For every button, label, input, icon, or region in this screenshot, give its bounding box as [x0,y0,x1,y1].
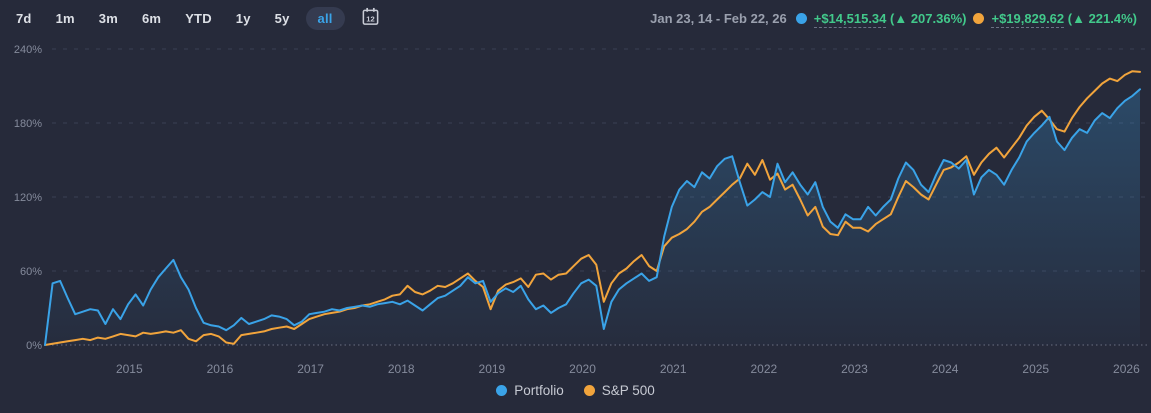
legend-item-portfolio[interactable]: Portfolio [496,383,564,398]
y-axis-label: 120% [14,192,42,204]
x-axis-label: 2019 [479,362,506,376]
legend-label-sp500: S&P 500 [601,382,655,398]
x-axis-label: 2023 [841,362,868,376]
svg-text:12: 12 [366,14,374,23]
sp500-gain-percent: (▲ 221.4%) [1067,10,1137,26]
x-axis-label: 2024 [932,362,959,376]
range-button-ytd[interactable]: YTD [185,7,212,30]
portfolio-gain-percent: (▲ 207.36%) [890,10,967,26]
x-axis-label: 2026 [1113,362,1140,376]
range-button-3m[interactable]: 3m [99,7,118,30]
portfolio-legend-dot-icon [496,384,508,396]
x-axis-label: 2018 [388,362,415,376]
x-axis-label: 2022 [750,362,777,376]
x-axis-label: 2021 [660,362,687,376]
sp500-legend-dot-icon [583,384,595,396]
chart-area: 240% 180% 120% 60% 0% 2015 2016 2017 2018 2019 202… [0,32,1151,377]
y-axis-label: 60% [20,266,42,278]
range-button-7d[interactable]: 7d [16,7,32,30]
chart-legend: Portfolio S&P 500 [0,377,1151,403]
sp500-line [44,70,1141,346]
portfolio-gain-value[interactable]: +$14,515.34 [813,10,887,28]
calendar-button[interactable]: 12 [359,5,382,31]
y-axis-label: 180% [14,118,42,130]
range-selector: 7d 1m 3m 6m YTD 1y 5y all 12 [4,5,382,31]
range-button-5y[interactable]: 5y [275,7,290,30]
range-button-1m[interactable]: 1m [56,7,75,30]
range-button-1y[interactable]: 1y [236,7,251,30]
sp500-gain-value[interactable]: +$19,829.62 [991,10,1065,28]
legend-label-portfolio: Portfolio [514,382,564,398]
portfolio-line [44,88,1141,346]
sp500-gain[interactable]: +$19,829.62 (▲ 221.4%) [991,10,1137,28]
portfolio-gain[interactable]: +$14,515.34 (▲ 207.36%) [813,10,967,28]
portfolio-area-fill [45,89,1140,345]
y-axis-label: 240% [14,44,42,56]
y-axis-label: 0% [26,340,42,352]
toolbar: 7d 1m 3m 6m YTD 1y 5y all 12 Jan 23, 14 … [0,0,1151,32]
x-axis-label: 2016 [207,362,234,376]
x-axis-label: 2015 [116,362,143,376]
legend-item-sp500[interactable]: S&P 500 [583,382,655,398]
range-button-all[interactable]: all [305,6,345,30]
performance-chart[interactable]: 240% 180% 120% 60% 0% 2015 2016 2017 2018 2019 202… [0,32,1151,377]
sp500-dot-icon [973,12,985,24]
calendar-12-icon: 12 [361,7,380,29]
portfolio-dot-icon [795,12,807,24]
performance-summary: Jan 23, 14 - Feb 22, 26 +$14,515.34 (▲ 2… [650,10,1141,28]
x-axis-label: 2017 [297,362,324,376]
date-range-label: Jan 23, 14 - Feb 22, 26 [650,10,787,26]
x-axis-label: 2025 [1022,362,1049,376]
range-button-6m[interactable]: 6m [142,7,161,30]
x-axis-label: 2020 [569,362,596,376]
